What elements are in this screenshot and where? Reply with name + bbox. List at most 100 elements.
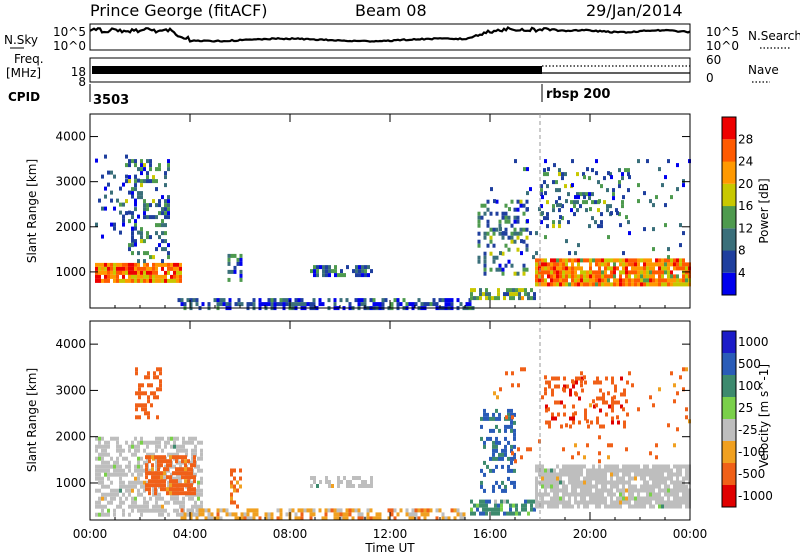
heatmap-cell bbox=[547, 476, 550, 481]
heatmap-cell bbox=[95, 274, 98, 279]
heatmap-cell bbox=[583, 375, 586, 380]
heatmap-cell bbox=[158, 504, 161, 509]
heatmap-cell bbox=[219, 516, 223, 521]
heatmap-cell bbox=[505, 371, 508, 376]
heatmap-cell bbox=[143, 274, 146, 279]
heatmap-cell bbox=[628, 476, 631, 481]
heatmap-cell bbox=[513, 412, 516, 417]
heatmap-cell bbox=[553, 163, 556, 168]
heatmap-cell bbox=[110, 190, 113, 195]
heatmap-cell bbox=[193, 475, 196, 480]
heatmap-cell bbox=[146, 231, 149, 236]
colorbar-segment bbox=[722, 161, 736, 184]
heatmap-cell bbox=[498, 484, 501, 489]
heatmap-cell bbox=[337, 484, 340, 488]
heatmap-cell bbox=[154, 471, 157, 476]
heatmap-cell bbox=[140, 191, 143, 196]
heatmap-cell bbox=[628, 464, 631, 469]
heatmap-cell bbox=[158, 274, 161, 279]
heatmap-cell bbox=[568, 258, 571, 263]
heatmap-cell bbox=[145, 467, 148, 472]
heatmap-cell bbox=[492, 416, 495, 421]
heatmap-cell bbox=[553, 282, 556, 287]
heatmap-cell bbox=[164, 171, 167, 176]
heatmap-cell bbox=[489, 211, 493, 216]
heatmap-cell bbox=[110, 472, 113, 477]
heatmap-cell bbox=[577, 282, 580, 287]
heatmap-cell bbox=[110, 270, 113, 275]
heatmap-cell bbox=[655, 262, 658, 267]
heatmap-cell bbox=[594, 220, 597, 225]
heatmap-cell bbox=[116, 266, 119, 271]
heatmap-cell bbox=[679, 468, 682, 473]
heatmap-cell bbox=[664, 480, 667, 485]
heatmap-cell bbox=[667, 258, 670, 263]
heatmap-cell bbox=[643, 464, 646, 469]
heatmap-cell bbox=[488, 292, 491, 297]
heatmap-cell bbox=[676, 427, 679, 432]
heatmap-cell bbox=[551, 388, 554, 393]
heatmap-cell bbox=[361, 484, 364, 488]
heatmap-cell bbox=[554, 376, 557, 381]
colorbar-segment bbox=[722, 485, 736, 507]
heatmap-cell bbox=[479, 499, 482, 504]
heatmap-cell bbox=[352, 484, 355, 488]
heatmap-cell bbox=[586, 480, 589, 485]
heatmap-cell bbox=[551, 412, 554, 417]
heatmap-cell bbox=[520, 251, 523, 256]
heatmap-cell bbox=[649, 500, 652, 505]
heatmap-cell bbox=[682, 496, 685, 501]
heatmap-cell bbox=[652, 278, 655, 283]
heatmap-cell bbox=[601, 488, 604, 493]
heatmap-cell bbox=[131, 235, 134, 240]
heatmap-cell bbox=[577, 258, 580, 263]
heatmap-cell bbox=[655, 258, 658, 263]
heatmap-cell bbox=[646, 468, 649, 473]
heatmap-cell bbox=[504, 424, 507, 429]
heatmap-cell bbox=[579, 192, 582, 197]
heatmap-cell bbox=[181, 487, 184, 492]
heatmap-cell bbox=[577, 195, 580, 200]
heatmap-cell bbox=[233, 484, 236, 489]
heatmap-cell bbox=[510, 412, 513, 417]
heatmap-cell bbox=[535, 492, 538, 497]
heatmap-cell bbox=[610, 472, 613, 477]
heatmap-cell bbox=[313, 273, 316, 278]
heatmap-cell bbox=[559, 215, 562, 220]
heatmap-cell bbox=[682, 278, 685, 283]
heatmap-cell bbox=[361, 269, 364, 274]
heatmap-cell bbox=[216, 508, 220, 513]
heatmap-cell bbox=[556, 500, 559, 505]
heatmap-cell bbox=[568, 274, 571, 279]
heatmap-cell bbox=[607, 274, 610, 279]
heatmap-cell bbox=[552, 220, 555, 225]
heatmap-cell bbox=[125, 484, 128, 489]
heatmap-cell bbox=[631, 504, 634, 509]
heatmap-cell bbox=[193, 459, 196, 464]
heatmap-cell bbox=[153, 371, 156, 376]
heatmap-cell bbox=[501, 267, 505, 272]
heatmap-cell bbox=[175, 479, 178, 484]
heatmap-cell bbox=[122, 512, 125, 517]
heatmap-cell bbox=[673, 488, 676, 493]
heatmap-cell bbox=[571, 270, 574, 275]
heatmap-cell bbox=[586, 270, 589, 275]
heatmap-cell bbox=[128, 159, 131, 164]
heatmap-cell bbox=[587, 424, 590, 429]
heatmap-cell bbox=[505, 415, 508, 420]
heatmap-cell bbox=[309, 302, 313, 307]
heatmap-cell bbox=[504, 436, 507, 441]
heatmap-cell bbox=[544, 235, 547, 240]
heatmap-cell bbox=[381, 302, 385, 307]
heatmap-cell bbox=[631, 496, 634, 501]
heatmap-cell bbox=[571, 282, 574, 287]
heatmap-cell bbox=[580, 270, 583, 275]
heatmap-cell bbox=[119, 504, 122, 509]
heatmap-cell bbox=[614, 388, 617, 393]
heatmap-cell bbox=[670, 195, 673, 200]
heatmap-cell bbox=[197, 480, 200, 485]
heatmap-cell bbox=[488, 507, 491, 512]
heatmap-cell bbox=[544, 191, 547, 196]
heatmap-cell bbox=[664, 175, 667, 180]
heatmap-cell bbox=[135, 371, 138, 376]
